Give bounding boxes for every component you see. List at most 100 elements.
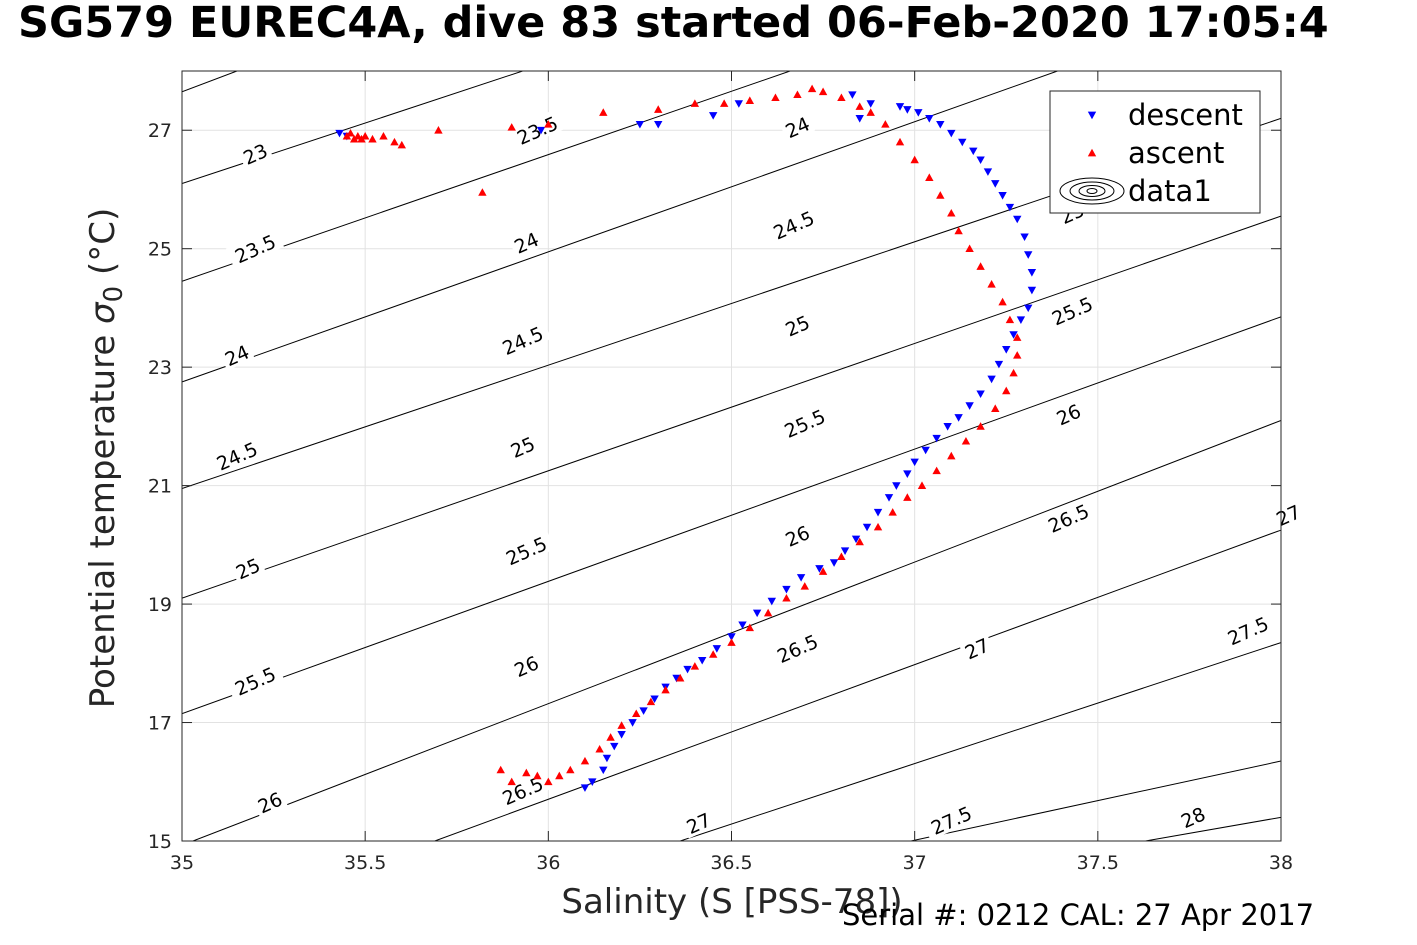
descent-point [580, 784, 590, 792]
descent-point [829, 559, 839, 567]
ascent-point [837, 552, 846, 561]
legend-ascent-marker [1087, 148, 1097, 157]
ascent-point [954, 226, 963, 235]
ascent-point [925, 173, 934, 181]
descent-point [1027, 269, 1037, 277]
descent-point [639, 707, 648, 715]
ascent-point [522, 768, 531, 777]
x-tick-label: 35 [170, 852, 194, 874]
descent-point [617, 731, 626, 739]
ascent-point [727, 638, 736, 646]
contour-label: 24 [778, 110, 816, 143]
descent-point [976, 156, 985, 165]
descent-point [335, 129, 344, 138]
y-tick-label: 21 [148, 476, 172, 498]
contour-label-bg [1038, 496, 1098, 539]
contour-label-text: 27.5 [928, 803, 976, 840]
ascent-point [379, 131, 388, 140]
legend-contour-ellipse [1069, 181, 1115, 201]
y-tick-label: 23 [148, 357, 172, 379]
contour-label-bg [1042, 288, 1101, 332]
data-layer [335, 84, 1037, 792]
legend: descent ascent data1 [1049, 90, 1261, 214]
ascent-point [434, 126, 443, 134]
descent-point [903, 106, 912, 114]
contour-label-bg [679, 806, 717, 839]
legend-contour-ellipse [1059, 177, 1125, 205]
contour-label: 25.5 [496, 528, 556, 571]
contour-label-text: 26.5 [774, 631, 822, 668]
ascent-point [346, 128, 355, 137]
density-contour-line [1145, 816, 1281, 841]
x-tick-label: 36 [536, 852, 560, 874]
contour-label-bg [507, 108, 567, 151]
ascent-point [632, 709, 641, 718]
descent-point [914, 109, 923, 117]
x-axis-label: Salinity (S [PSS-78]) [561, 882, 902, 922]
ascent-point [818, 87, 828, 96]
descent-point [936, 120, 945, 129]
contour-label-bg [507, 649, 545, 682]
contour-label-bg [775, 401, 834, 444]
x-tick-label: 37 [903, 852, 927, 874]
descent-point [954, 414, 963, 422]
ascent-point [976, 262, 985, 270]
legend-label-ascent: ascent [1128, 136, 1224, 170]
descent-point [958, 138, 967, 147]
contour-label: 26 [251, 785, 288, 818]
x-tick-label: 35.5 [344, 852, 386, 874]
ascent-point [555, 771, 564, 780]
ascent-point [903, 493, 912, 501]
ascent-point [855, 102, 864, 110]
y-tick-label: 25 [148, 239, 172, 261]
ascent-point [998, 297, 1007, 306]
density-contour-line [182, 71, 523, 185]
ascent-point [965, 244, 974, 253]
descent-point [1005, 203, 1015, 212]
calibration-footer: Serial #: 0212 CAL: 27 Apr 2017 [842, 898, 1315, 932]
contour-label: 24.5 [764, 203, 823, 246]
ascent-point [676, 673, 685, 682]
descent-point [767, 597, 776, 606]
descent-point [932, 434, 941, 443]
contour-label-bg [764, 203, 823, 246]
contour-label-text: 24.5 [499, 323, 547, 360]
ascent-point [800, 582, 809, 590]
descent-point [1027, 286, 1037, 295]
y-axis-label: Potential temperature σ0 (°C) [83, 208, 129, 708]
ascent-point [599, 108, 608, 116]
x-tick-label: 37.5 [1077, 852, 1119, 874]
contour-label-bg [496, 528, 556, 571]
descent-point [782, 585, 791, 594]
contour-label: 25.5 [225, 659, 284, 702]
ascent-point [1002, 386, 1011, 395]
ascent-point [595, 744, 604, 753]
contour-label-bg [225, 659, 284, 702]
legend-contour-ellipse [1078, 185, 1106, 197]
descent-point [987, 375, 996, 384]
contour-label-text: 25.5 [232, 663, 280, 700]
y-axis-label-subscript: 0 [99, 286, 129, 303]
ascent-point [719, 99, 729, 107]
descent-point [892, 482, 901, 490]
contour-label-text: 23.5 [232, 231, 280, 268]
ascent-point [496, 765, 505, 774]
descent-point [599, 766, 608, 775]
chart-title: SG579 EUREC4A, dive 83 started 06-Feb-20… [18, 0, 1329, 48]
density-contour-line [434, 529, 1281, 841]
contour-label: 25.5 [775, 401, 834, 444]
contour-label-text: 25.5 [781, 406, 829, 443]
descent-point [903, 470, 912, 478]
contour-label-bg [207, 434, 266, 477]
y-tick-label: 27 [148, 120, 172, 142]
ascent-point [818, 567, 828, 575]
contour-label-bg [504, 430, 541, 463]
contour-label-bg [778, 518, 816, 552]
descent-point [983, 168, 993, 176]
descent-point [815, 565, 824, 573]
ascent-point [895, 137, 905, 146]
contour-label-bg [507, 225, 545, 259]
ascent-point [646, 697, 656, 706]
descent-point [998, 192, 1007, 200]
